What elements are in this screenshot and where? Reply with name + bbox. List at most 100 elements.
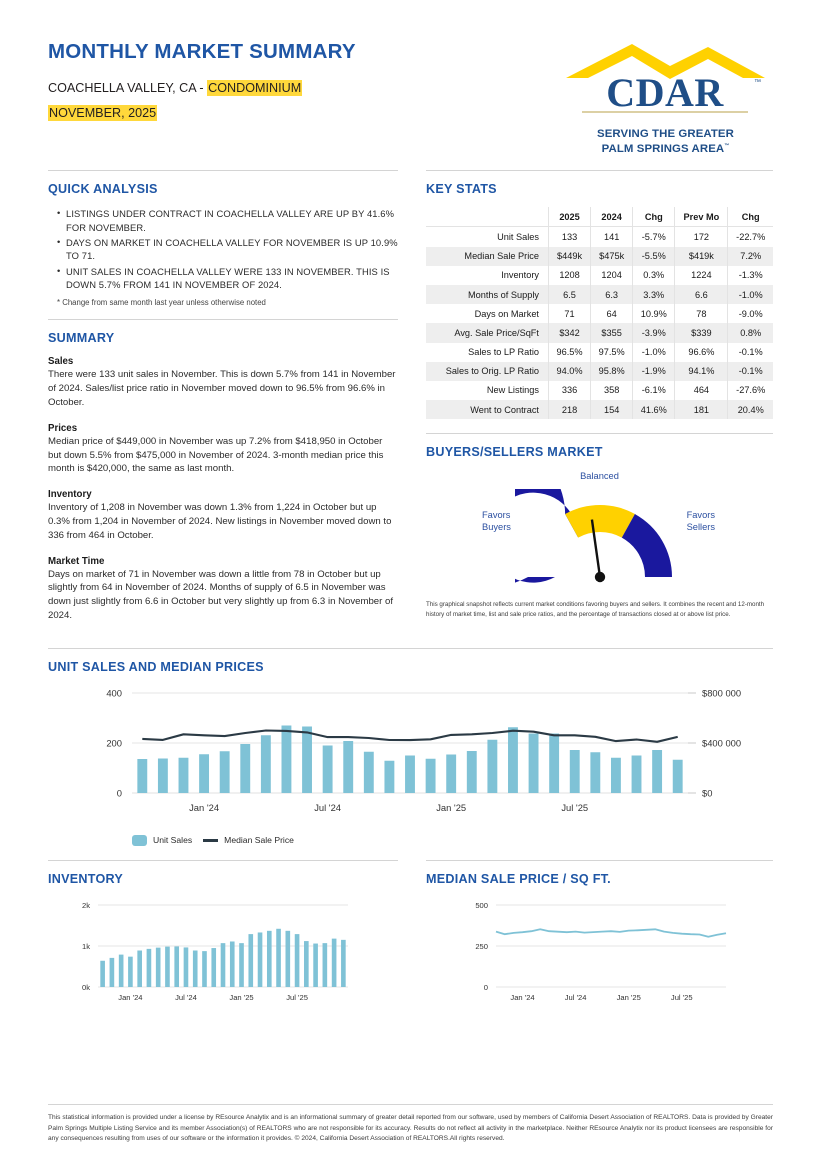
table-cell: 71 bbox=[547, 304, 591, 324]
table-cell: 464 bbox=[674, 380, 728, 401]
bar bbox=[257, 932, 263, 987]
bar bbox=[343, 740, 354, 793]
buyers-sellers-gauge: Balanced Favors Buyers Favors Sellers bbox=[426, 470, 773, 598]
y2-axis-tick: $400 000 bbox=[702, 737, 741, 748]
list-item: UNIT SALES IN COACHELLA VALLEY WERE 133 … bbox=[57, 264, 398, 292]
quick-analysis-note: * Change from same month last year unles… bbox=[57, 298, 266, 308]
table-cell: 3.3% bbox=[632, 284, 675, 305]
buyers-sellers-divider bbox=[426, 433, 773, 435]
gauge-arc-buyers bbox=[514, 489, 578, 583]
upper-columns: QUICK ANALYSIS LISTINGS UNDER CONTRACT I… bbox=[48, 170, 773, 636]
bar bbox=[174, 946, 180, 987]
buyers-sellers-heading: BUYERS/SELLERS MARKET bbox=[426, 445, 603, 460]
page-footer: This statistical information is provided… bbox=[48, 1103, 773, 1145]
left-column: QUICK ANALYSIS LISTINGS UNDER CONTRACT I… bbox=[48, 170, 398, 636]
bar bbox=[672, 759, 683, 793]
table-cell: -22.7% bbox=[727, 226, 773, 247]
bar bbox=[248, 933, 254, 987]
col-header-2024: 2024 bbox=[590, 207, 633, 228]
gauge-label-buyers: Favors Buyers bbox=[482, 509, 511, 533]
row-label: Days on Market bbox=[474, 308, 539, 319]
table-row: New Listings 336 358 -6.1% 464 -27.6% bbox=[426, 380, 773, 401]
bar bbox=[322, 942, 328, 987]
table-cell: -27.6% bbox=[727, 380, 773, 401]
table-cell: 218 bbox=[547, 400, 591, 420]
bar bbox=[199, 754, 210, 793]
y-axis-tick: 250 bbox=[475, 942, 488, 951]
x-axis-tick: Jul '25 bbox=[671, 993, 693, 1002]
gauge-arc-balanced bbox=[564, 505, 635, 538]
x-axis-tick: Jul '25 bbox=[286, 993, 308, 1002]
inventory-section: INVENTORY 0k 1k 2k Jan '24 Jul '24 Jan '25 Jul… bbox=[48, 859, 398, 1017]
svg-text:CDAR: CDAR bbox=[606, 70, 724, 115]
summary-block-text: Days on market of 71 in November was dow… bbox=[48, 568, 393, 621]
summary-block-prices: Prices Median price of $449,000 in Novem… bbox=[48, 423, 398, 476]
summary-block-text: Inventory of 1,208 in November was down … bbox=[48, 502, 392, 541]
location-label: COACHELLA VALLEY, CA - bbox=[48, 81, 208, 95]
unit-sales-section: UNIT SALES AND MEDIAN PRICES 0 $0 200 $400 … bbox=[48, 647, 773, 846]
gauge-arc-sellers bbox=[621, 514, 672, 578]
table-cell: 94.0% bbox=[547, 361, 591, 381]
x-axis-tick: Jan '24 bbox=[510, 993, 534, 1002]
table-cell: $419k bbox=[674, 246, 728, 266]
svg-text:™: ™ bbox=[754, 79, 761, 86]
price-sqft-divider bbox=[426, 859, 773, 861]
table-cell: 97.5% bbox=[590, 342, 633, 362]
x-axis-tick: Jul '24 bbox=[314, 802, 341, 813]
bar bbox=[266, 930, 272, 987]
bar bbox=[137, 950, 142, 987]
table-row: Unit Sales 133 141 -5.7% 172 -22.7% bbox=[426, 226, 773, 247]
gauge-dial bbox=[514, 489, 672, 583]
table-cell: -5.5% bbox=[632, 246, 675, 266]
table-row: Sales to Orig. LP Ratio 94.0% 95.8% -1.9% 94… bbox=[426, 361, 773, 381]
price-sqft-chart-title: MEDIAN SALE PRICE / SQ FT. bbox=[426, 871, 611, 886]
table-cell: $339 bbox=[674, 323, 728, 343]
table-cell: -0.1% bbox=[727, 342, 773, 362]
table-cell: -5.7% bbox=[632, 226, 675, 247]
x-axis-tick: Jan '24 bbox=[118, 993, 142, 1002]
table-cell: $449k bbox=[547, 246, 591, 266]
bar bbox=[294, 933, 300, 987]
bar bbox=[569, 749, 580, 793]
logo-tagline-line2: PALM SPRINGS AREA bbox=[601, 142, 725, 155]
bottom-charts: INVENTORY 0k 1k 2k Jan '24 Jul '24 Jan '25 Jul… bbox=[48, 859, 773, 1017]
y-axis-tick: 200 bbox=[106, 737, 122, 748]
quick-analysis-list: LISTINGS UNDER CONTRACT IN COACHELLA VAL… bbox=[48, 206, 398, 292]
table-row: Days on Market 71 64 10.9% 78 -9.0% bbox=[426, 304, 773, 324]
bar bbox=[302, 726, 312, 793]
x-axis-tick: Jul '25 bbox=[561, 802, 588, 813]
property-type-badge: CONDOMINIUM bbox=[207, 80, 303, 96]
bar bbox=[331, 938, 337, 987]
bar bbox=[276, 928, 281, 987]
list-item: DAYS ON MARKET IN COACHELLA VALLEY FOR N… bbox=[57, 235, 398, 263]
bar bbox=[220, 942, 226, 987]
table-cell: -0.1% bbox=[727, 361, 773, 381]
bar bbox=[192, 950, 198, 987]
median-price-per-sqft-chart: 0 250 500 Jan '24 Jul '24 Jan '25 Jul '25 bbox=[475, 901, 727, 1002]
col-header-2025: 2025 bbox=[547, 207, 591, 228]
summary-block-title: Prices bbox=[48, 422, 78, 434]
table-cell: $475k bbox=[590, 246, 633, 266]
row-label: Sales to LP Ratio bbox=[468, 347, 539, 358]
col-header-metric bbox=[426, 207, 549, 228]
bar bbox=[128, 956, 133, 987]
table-cell: 6.3 bbox=[590, 284, 633, 305]
x-axis-tick: Jan '25 bbox=[436, 802, 466, 813]
page-header: MONTHLY MARKET SUMMARY COACHELLA VALLEY,… bbox=[48, 0, 773, 156]
gauge-sellers-line1: Favors bbox=[686, 510, 715, 521]
key-stats-heading: KEY STATS bbox=[426, 182, 497, 197]
x-axis-tick: Jul '24 bbox=[175, 993, 197, 1002]
table-cell: 95.8% bbox=[590, 361, 633, 381]
legend-item-unit-sales: Unit Sales bbox=[132, 834, 192, 846]
table-cell: 78 bbox=[674, 304, 728, 324]
table-cell: -3.9% bbox=[632, 323, 675, 343]
row-label: Unit Sales bbox=[497, 231, 539, 242]
table-cell: 172 bbox=[674, 226, 728, 247]
logo-tagline-line1: SERVING THE GREATER bbox=[597, 128, 734, 140]
table-cell: 41.6% bbox=[632, 400, 675, 420]
summary-block-title: Sales bbox=[48, 356, 74, 368]
bar bbox=[202, 950, 207, 987]
x-axis-tick: Jan '25 bbox=[229, 993, 253, 1002]
table-cell: 0.3% bbox=[632, 265, 675, 285]
